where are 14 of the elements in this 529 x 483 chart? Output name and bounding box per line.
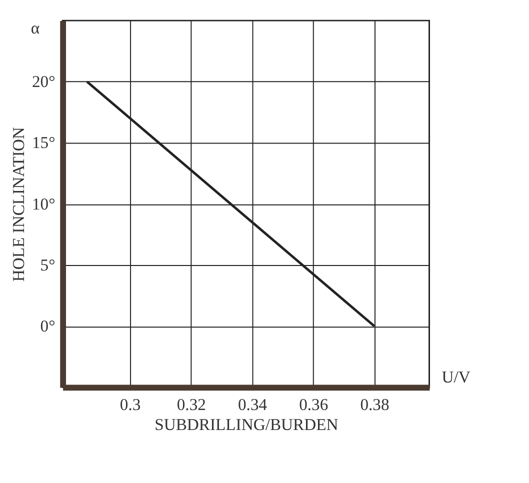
x-tick-label: 0.38	[360, 395, 390, 414]
y-tick-label: 10°	[32, 194, 56, 214]
y-tick-label: 0°	[40, 316, 56, 336]
y-tick-label: 15°	[32, 133, 56, 152]
x-tick-label: 0.34	[238, 395, 268, 414]
x-tick-label: 0.36	[299, 395, 328, 414]
x-tick-label: 0.3	[120, 395, 141, 414]
x-axis-title: SUBDRILLING/BURDEN	[154, 414, 338, 434]
y-tick-label: 5°	[40, 255, 56, 274]
text: α	[30, 18, 40, 38]
x-tick-label: 0.32	[176, 395, 206, 414]
text: U/V	[442, 367, 470, 386]
y-axis-title: HOLE INCLINATION	[9, 127, 28, 282]
y-tick-label: 20°	[32, 72, 56, 92]
